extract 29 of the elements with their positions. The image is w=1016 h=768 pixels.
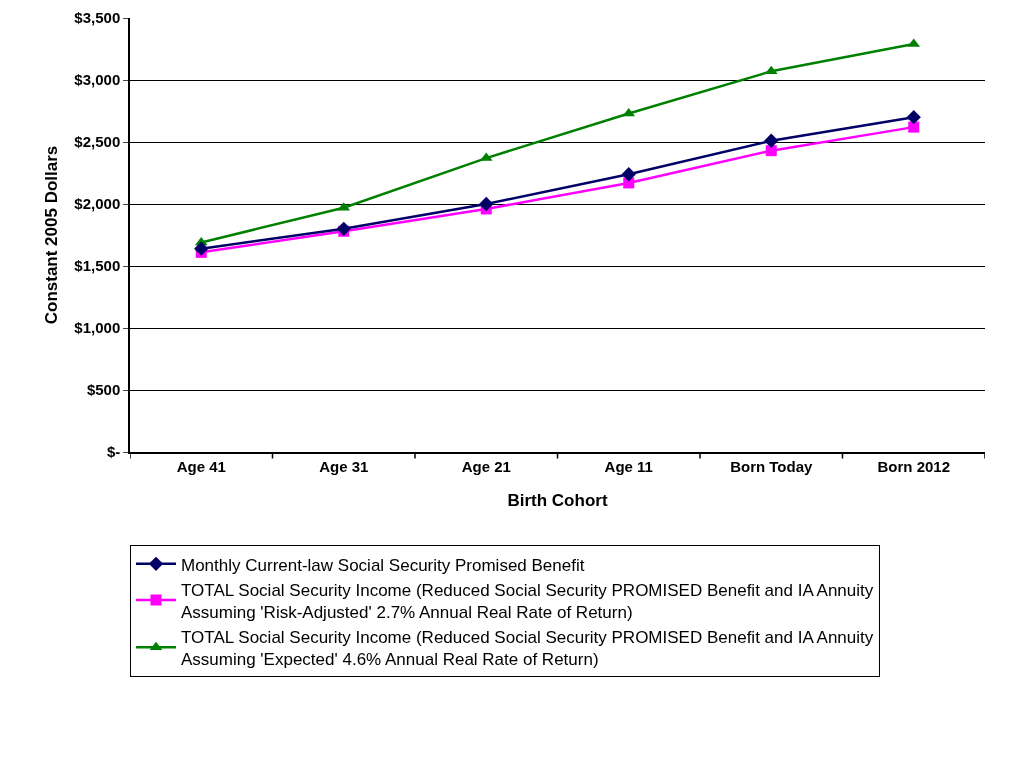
point — [479, 196, 494, 212]
x-tick-label: Age 21 — [461, 457, 511, 475]
y-tick-label: $2,500 — [74, 133, 121, 151]
x-tick-label: Age 31 — [319, 457, 369, 475]
y-tick-label: $1,000 — [74, 319, 121, 337]
point — [764, 133, 779, 148]
legend-label: TOTAL Social Security Income (Reduced Social Security PROMISED Benefit and IA Annuity Assuming 'Risk-Adjusted' 2.7% Annual Real Rate of Return) — [181, 580, 874, 622]
x-tick-label: Age 11 — [604, 457, 653, 475]
point — [764, 65, 778, 75]
y-axis-title: Constant 2005 Dollars — [42, 145, 62, 325]
point — [194, 241, 209, 256]
point — [336, 221, 351, 236]
legend-label: Monthly Current-law Social Security Promised Benefit — [181, 555, 585, 575]
point — [906, 110, 921, 125]
y-tick-label: $2,000 — [74, 195, 121, 213]
point — [621, 167, 636, 182]
y-tick-label: $3,000 — [74, 71, 121, 89]
x-tick-label: Age 41 — [176, 457, 226, 475]
y-tick-label: $3,500 — [74, 9, 121, 27]
y-tick-label: $- — [106, 443, 121, 461]
y-tick-label: $1,500 — [74, 257, 121, 275]
legend-label: TOTAL Social Security Income (Reduced Social Security PROMISED Benefit and IA Annuity Assuming 'Expected' 4.6% Annual Real Rate of Return) — [181, 627, 874, 669]
x-tick-label: Born Today — [730, 457, 814, 475]
point — [765, 145, 777, 157]
y-tick-label: $500 — [86, 381, 121, 399]
point — [908, 121, 920, 133]
x-tick-label: Born 2012 — [877, 457, 951, 475]
x-axis-title: Birth Cohort — [507, 490, 608, 510]
point — [622, 107, 636, 117]
